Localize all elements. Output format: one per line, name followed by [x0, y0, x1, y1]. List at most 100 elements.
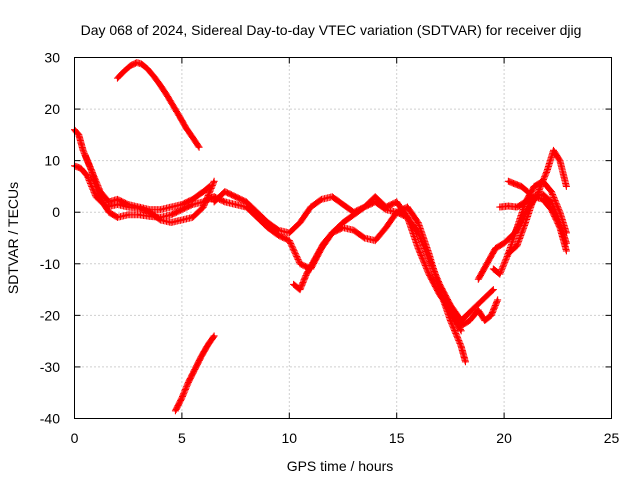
data-point	[212, 195, 216, 198]
data-point	[483, 319, 486, 322]
data-point	[288, 239, 291, 242]
data-point	[148, 215, 151, 218]
data-point	[526, 190, 529, 193]
x-tick-label: 0	[71, 430, 79, 446]
data-point	[165, 93, 169, 97]
data-point	[178, 115, 181, 119]
series-arc-01	[113, 59, 203, 151]
data-point	[255, 211, 259, 214]
data-point	[438, 288, 441, 291]
data-point	[427, 252, 431, 255]
data-point	[541, 180, 544, 183]
data-point	[234, 203, 237, 206]
data-point	[305, 272, 308, 276]
data-point	[395, 200, 398, 204]
data-point	[180, 203, 184, 206]
data-point	[206, 344, 209, 347]
data-point	[180, 208, 184, 211]
data-point	[169, 221, 173, 224]
series-trace	[171, 332, 218, 415]
data-point	[515, 244, 519, 247]
y-tick-label: -10	[40, 256, 60, 272]
data-point	[127, 203, 130, 206]
data-point	[266, 226, 270, 229]
data-point	[146, 67, 149, 71]
x-tick-label: 5	[178, 430, 186, 446]
data-point	[288, 231, 291, 235]
chart-title: Day 068 of 2024, Sidereal Day-to-day VTE…	[81, 22, 582, 38]
data-point	[541, 198, 544, 201]
x-tick-label: 10	[282, 430, 298, 446]
data-point	[212, 334, 216, 338]
data-point	[212, 180, 216, 183]
series-arc-05	[81, 151, 214, 214]
data-point	[331, 195, 334, 198]
data-point	[234, 195, 237, 198]
data-point	[322, 241, 325, 245]
data-point	[341, 203, 345, 206]
x-axis-label: GPS time / hours	[287, 458, 394, 474]
data-point	[384, 226, 388, 229]
x-tick-label: 20	[496, 430, 512, 446]
data-point	[127, 213, 130, 216]
data-point	[352, 229, 355, 232]
data-point	[139, 62, 143, 65]
data-point	[331, 231, 334, 235]
data-point	[116, 216, 119, 219]
data-point	[172, 104, 175, 108]
data-point	[416, 247, 420, 250]
data-point	[524, 200, 527, 204]
data-point	[135, 61, 138, 64]
data-point	[79, 167, 83, 170]
data-point	[202, 190, 205, 193]
data-point	[395, 211, 398, 214]
data-point	[470, 309, 474, 312]
data-point	[81, 149, 85, 152]
data-point	[507, 180, 510, 183]
data-point	[498, 205, 502, 209]
data-point	[481, 298, 484, 302]
data-point	[223, 200, 227, 204]
data-point	[565, 241, 568, 245]
data-point	[309, 205, 312, 209]
data-point	[116, 76, 119, 80]
series-arc-06	[210, 188, 497, 325]
data-point	[374, 239, 377, 242]
series-trace	[210, 193, 465, 335]
series-trace	[210, 188, 497, 325]
series-arc-13	[504, 190, 570, 257]
series-trace	[113, 59, 203, 151]
x-tick-label: 15	[389, 430, 405, 446]
data-point	[148, 208, 151, 211]
data-point	[492, 288, 495, 291]
data-point	[84, 154, 87, 157]
data-point	[449, 319, 452, 322]
data-point	[545, 169, 549, 173]
data-point	[363, 236, 366, 240]
data-point	[202, 205, 205, 209]
data-point	[468, 319, 471, 322]
data-point	[245, 200, 248, 204]
series-arc-14	[504, 177, 532, 196]
data-point	[298, 262, 302, 265]
data-point	[485, 262, 489, 265]
data-point	[416, 231, 420, 235]
x-tick-label: 25	[604, 430, 620, 446]
data-point	[558, 221, 562, 224]
data-point	[406, 205, 409, 209]
data-point	[184, 126, 188, 130]
data-point	[116, 198, 119, 201]
data-point	[298, 288, 302, 291]
data-point	[86, 174, 89, 178]
data-point	[494, 247, 497, 250]
data-point	[550, 200, 553, 204]
data-point	[107, 211, 111, 214]
data-point	[129, 64, 132, 67]
y-tick-label: -30	[40, 359, 60, 375]
data-point	[496, 298, 499, 302]
data-point	[266, 221, 270, 224]
data-point	[515, 205, 519, 209]
data-point	[116, 203, 119, 206]
data-point	[277, 234, 280, 237]
